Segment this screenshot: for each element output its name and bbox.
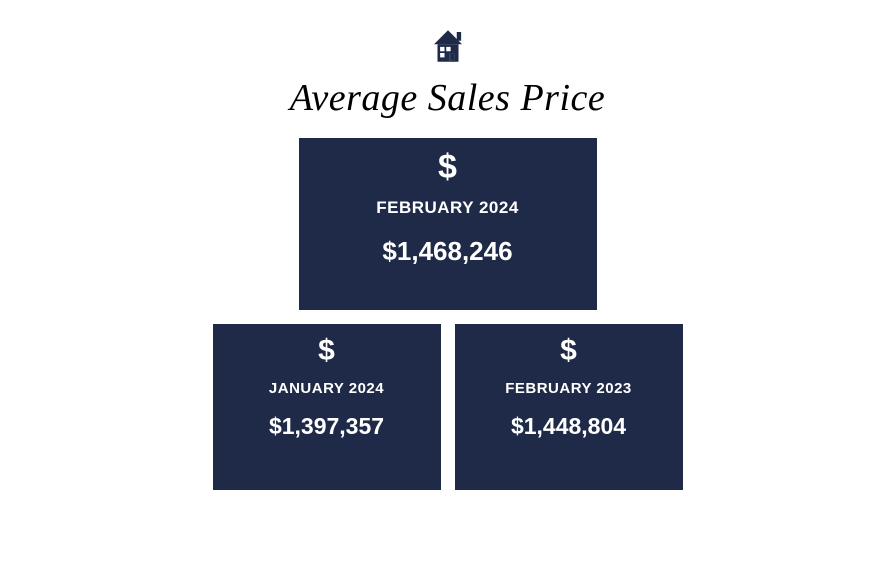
page-title: Average Sales Price bbox=[290, 76, 606, 120]
top-card-row: $ FEBRUARY 2024 $1,468,246 bbox=[299, 138, 597, 310]
card-primary-value: $1,468,246 bbox=[382, 236, 512, 267]
infographic-container: Average Sales Price $ FEBRUARY 2024 $1,4… bbox=[0, 0, 895, 490]
card-left-label: JANUARY 2024 bbox=[269, 380, 384, 397]
dollar-icon: $ bbox=[560, 336, 577, 366]
bottom-card-row: $ JANUARY 2024 $1,397,357 $ FEBRUARY 202… bbox=[213, 324, 683, 490]
card-right-value: $1,448,804 bbox=[511, 413, 626, 440]
dollar-icon: $ bbox=[318, 336, 335, 366]
card-right: $ FEBRUARY 2023 $1,448,804 bbox=[455, 324, 683, 490]
card-primary-label: FEBRUARY 2024 bbox=[376, 198, 519, 218]
card-primary: $ FEBRUARY 2024 $1,468,246 bbox=[299, 138, 597, 310]
house-icon bbox=[427, 25, 469, 72]
card-right-label: FEBRUARY 2023 bbox=[505, 380, 632, 397]
card-left-value: $1,397,357 bbox=[269, 413, 384, 440]
dollar-icon: $ bbox=[438, 150, 457, 184]
card-left: $ JANUARY 2024 $1,397,357 bbox=[213, 324, 441, 490]
